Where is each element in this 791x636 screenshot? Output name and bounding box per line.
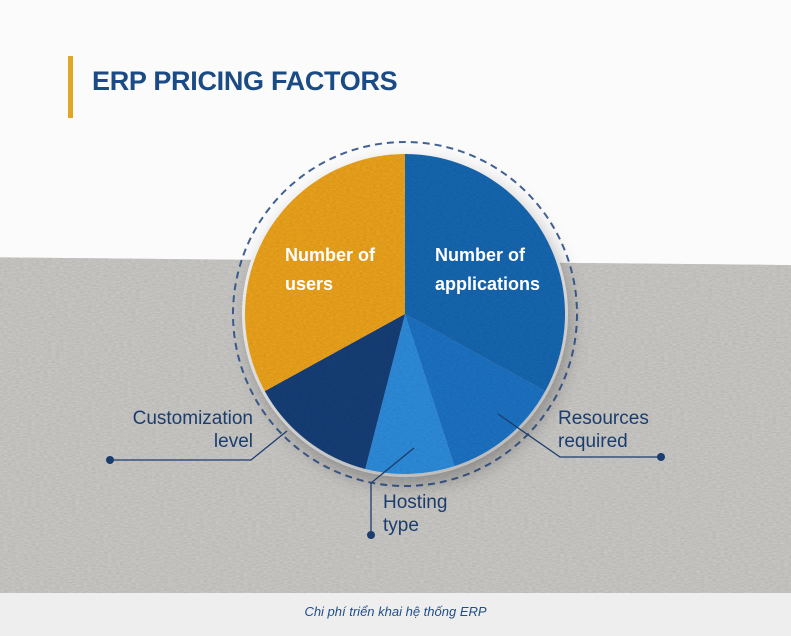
- svg-text:required: required: [558, 431, 628, 452]
- svg-text:Number of: Number of: [285, 245, 376, 265]
- svg-text:Customization: Customization: [133, 408, 253, 429]
- svg-text:Resources: Resources: [558, 408, 649, 429]
- svg-text:users: users: [285, 274, 333, 294]
- svg-text:level: level: [214, 431, 253, 452]
- svg-text:type: type: [383, 515, 419, 536]
- svg-text:Number of: Number of: [435, 245, 526, 265]
- svg-text:applications: applications: [435, 274, 540, 294]
- svg-text:Hosting: Hosting: [383, 492, 447, 513]
